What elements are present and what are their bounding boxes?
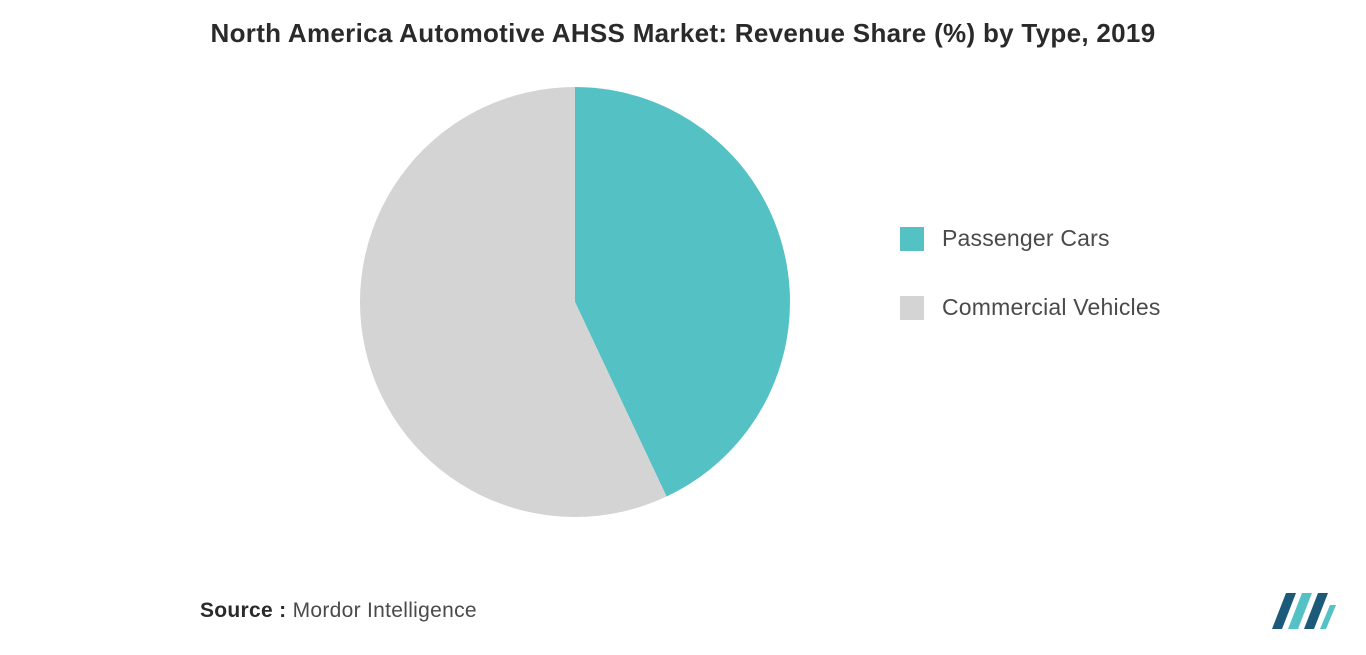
legend-swatch-1: [900, 296, 924, 320]
legend-label: Commercial Vehicles: [942, 294, 1161, 321]
legend-item: Passenger Cars: [900, 225, 1161, 252]
chart-title: North America Automotive AHSS Market: Re…: [0, 0, 1366, 49]
legend-item: Commercial Vehicles: [900, 294, 1161, 321]
legend-label: Passenger Cars: [942, 225, 1110, 252]
legend-swatch-0: [900, 227, 924, 251]
source-prefix: Source :: [200, 599, 286, 622]
chart-area: Passenger Cars Commercial Vehicles: [0, 75, 1366, 560]
source-text: Mordor Intelligence: [293, 599, 477, 622]
source-attribution: Source : Mordor Intelligence: [200, 599, 477, 623]
pie-chart: [360, 87, 790, 517]
legend: Passenger Cars Commercial Vehicles: [900, 225, 1161, 363]
brand-logo: [1266, 585, 1338, 633]
